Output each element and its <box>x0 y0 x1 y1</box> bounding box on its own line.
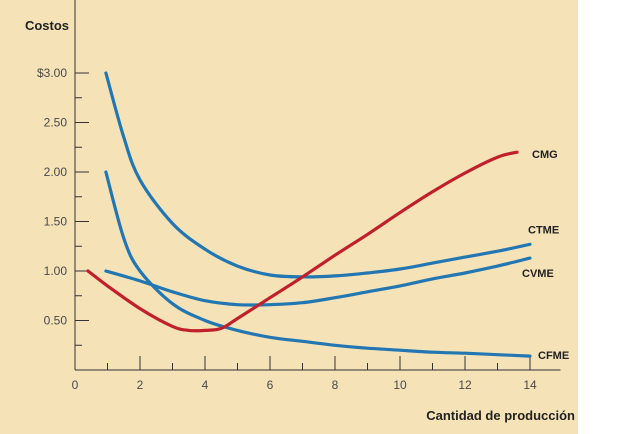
y-tick-label: 2.50 <box>44 116 68 130</box>
y-tick-label: 1.00 <box>44 264 68 278</box>
x-axis-title: Cantidad de producción <box>426 408 575 423</box>
series-label-cfme: CFME <box>538 350 569 362</box>
series-line-cvme <box>104 256 532 307</box>
y-axis-title: Costos <box>25 18 69 33</box>
x-tick-label: 2 <box>137 378 144 392</box>
curves <box>86 71 532 358</box>
x-tick-label: 4 <box>202 378 209 392</box>
x-tick-label: 12 <box>458 378 472 392</box>
axes: 0 2 4 6 8 10 12 14 $3.00 2.50 2.00 1.50 1.00 0.50 <box>37 0 561 392</box>
x-tick-label: 0 <box>72 378 79 392</box>
labels: Costos Cantidad de producción CTME CVME CFME… <box>25 18 575 423</box>
x-tick-label: 10 <box>393 378 407 392</box>
x-tick-label: 8 <box>332 378 339 392</box>
series-label-cvme: CVME <box>522 268 554 280</box>
y-tick-label: 0.50 <box>44 314 68 328</box>
series-label-cmg: CMG <box>532 149 558 161</box>
x-tick-label: 6 <box>267 378 274 392</box>
series-label-ctme: CTME <box>528 224 559 236</box>
series-line-cfme <box>104 170 532 358</box>
y-tick-label: 2.00 <box>44 165 68 179</box>
panel-background <box>0 0 578 434</box>
y-tick-label: $3.00 <box>37 66 67 80</box>
series-line-cmg <box>86 150 519 333</box>
x-tick-label: 14 <box>523 378 537 392</box>
y-tick-label: 1.50 <box>44 215 68 229</box>
